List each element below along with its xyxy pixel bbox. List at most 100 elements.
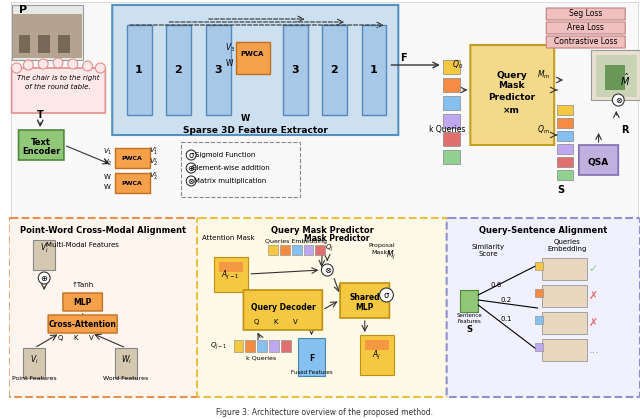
Text: 1: 1	[370, 65, 378, 75]
Text: F: F	[400, 53, 406, 63]
Bar	[316, 245, 325, 255]
Text: Point-Word Cross-Modal Alignment: Point-Word Cross-Modal Alignment	[20, 225, 186, 235]
Circle shape	[186, 176, 196, 186]
Text: Queries Embedding: Queries Embedding	[265, 238, 327, 243]
Text: ...: ...	[589, 345, 600, 355]
Circle shape	[24, 60, 33, 70]
Bar	[557, 144, 573, 154]
Bar	[443, 114, 460, 128]
Text: Encoder: Encoder	[22, 147, 60, 155]
Bar	[292, 245, 301, 255]
Text: MLP: MLP	[356, 303, 374, 311]
Text: S: S	[557, 185, 564, 195]
Text: $V_2'$: $V_2'$	[149, 171, 158, 183]
Circle shape	[95, 63, 106, 73]
FancyBboxPatch shape	[547, 8, 625, 20]
Bar	[542, 312, 587, 334]
Text: PWCA: PWCA	[122, 181, 143, 186]
Text: Mask Predictor: Mask Predictor	[305, 233, 370, 243]
Bar	[557, 157, 573, 167]
Bar	[557, 170, 573, 180]
Bar	[269, 340, 279, 352]
Bar	[281, 340, 291, 352]
Text: $V_i$: $V_i$	[30, 354, 38, 366]
Text: $W_i$: $W_i$	[120, 354, 132, 366]
Circle shape	[38, 59, 48, 69]
Text: Query Mask Predictor: Query Mask Predictor	[271, 225, 374, 235]
Bar	[557, 105, 573, 115]
Text: Element-wise addition: Element-wise addition	[192, 165, 269, 171]
Bar	[542, 285, 587, 307]
Text: ↑Tanh: ↑Tanh	[72, 282, 94, 288]
Bar	[214, 257, 248, 292]
Text: Proposal: Proposal	[368, 243, 395, 248]
Text: K: K	[274, 319, 278, 325]
Circle shape	[186, 163, 196, 173]
Text: S: S	[467, 324, 472, 334]
Text: Text: Text	[31, 137, 51, 147]
FancyBboxPatch shape	[579, 145, 618, 175]
Bar	[268, 245, 278, 255]
Bar	[443, 132, 460, 146]
Text: Similarity
Score: Similarity Score	[472, 243, 505, 256]
FancyBboxPatch shape	[547, 36, 625, 48]
Bar	[236, 42, 270, 74]
Text: Attention Mask: Attention Mask	[202, 235, 255, 241]
Text: 1: 1	[135, 65, 143, 75]
Text: $\hat{M}$: $\hat{M}$	[620, 72, 630, 88]
Bar	[596, 55, 637, 97]
Text: Figure 3: Architecture overview of the proposed method.: Figure 3: Architecture overview of the p…	[216, 408, 433, 416]
Text: V: V	[89, 335, 94, 341]
Bar	[12, 5, 83, 60]
Text: σ: σ	[384, 290, 389, 300]
Bar	[362, 25, 387, 115]
Text: Area Loss: Area Loss	[567, 23, 604, 33]
Text: F: F	[309, 354, 314, 362]
Circle shape	[612, 94, 624, 106]
Text: of the round table.: of the round table.	[25, 84, 91, 90]
Text: σ: σ	[189, 150, 194, 160]
Bar	[605, 65, 625, 90]
Circle shape	[321, 264, 333, 276]
Text: 2: 2	[175, 65, 182, 75]
Text: ✗: ✗	[589, 291, 598, 301]
Text: QSA: QSA	[588, 158, 609, 166]
Text: K: K	[74, 335, 78, 341]
FancyBboxPatch shape	[9, 218, 198, 397]
Bar	[443, 96, 460, 110]
Text: R: R	[621, 125, 629, 135]
Text: Multi-Modal Features: Multi-Modal Features	[46, 242, 119, 248]
Bar	[181, 142, 300, 197]
Bar	[365, 340, 389, 350]
Bar	[206, 25, 230, 115]
Text: $A_{j-1}$: $A_{j-1}$	[221, 269, 240, 282]
Text: Queries
Embedding: Queries Embedding	[547, 238, 587, 251]
Bar	[280, 245, 290, 255]
Bar	[283, 25, 308, 115]
Bar	[460, 290, 478, 312]
Text: Shared: Shared	[349, 292, 380, 302]
Text: ⊕: ⊕	[188, 163, 195, 173]
Text: Sentence: Sentence	[456, 313, 482, 318]
Bar	[443, 60, 460, 74]
Text: Features: Features	[458, 318, 481, 323]
Text: 0.2: 0.2	[500, 297, 511, 303]
Text: 2: 2	[330, 65, 338, 75]
Text: $V_1$: $V_1$	[102, 147, 112, 157]
Text: PWCA: PWCA	[122, 155, 143, 160]
Text: $V_1'$: $V_1'$	[149, 146, 158, 158]
Bar	[257, 340, 267, 352]
Text: Matrix multiplication: Matrix multiplication	[195, 178, 267, 184]
Text: Sparse 3D Feature Extractor: Sparse 3D Feature Extractor	[183, 126, 328, 134]
Text: ⊗: ⊗	[615, 96, 622, 104]
Circle shape	[83, 61, 93, 71]
Bar	[591, 50, 640, 100]
Text: Mask: Mask	[499, 82, 525, 91]
Bar	[536, 343, 543, 351]
Text: ✓: ✓	[589, 264, 598, 274]
Bar	[13, 14, 82, 58]
Text: W: W	[104, 174, 111, 180]
Text: Masks: Masks	[372, 249, 391, 254]
Text: Word Features: Word Features	[104, 375, 148, 380]
Text: Query-Sentence Alignment: Query-Sentence Alignment	[479, 225, 607, 235]
